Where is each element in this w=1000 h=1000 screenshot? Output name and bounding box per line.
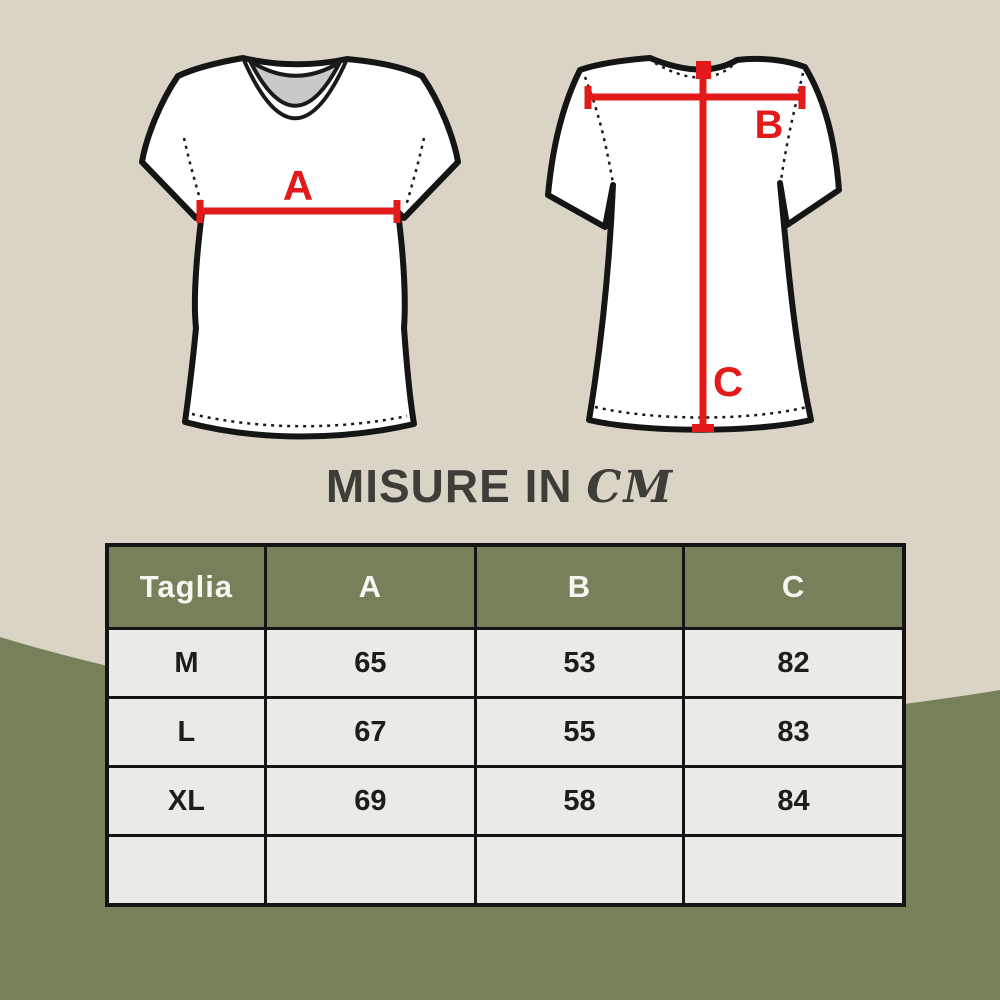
- table-header-taglia: Taglia: [109, 547, 264, 627]
- chest-measure-label: A: [283, 162, 313, 209]
- shoulder-measure-line: [584, 86, 806, 109]
- size-table: Taglia A B C M 65 53 82 L 67 55 83 XL 69…: [105, 543, 906, 907]
- size-l-b: 55: [476, 699, 683, 765]
- tshirt-front-outline: [139, 55, 461, 440]
- chest-measure-line: [196, 200, 401, 223]
- size-m-c: 82: [685, 630, 902, 696]
- size-m-b: 53: [476, 630, 683, 696]
- tshirt-back-diagram: B C: [545, 55, 842, 433]
- front-right-seam: [404, 137, 426, 207]
- size-xl-label: XL: [109, 768, 264, 834]
- size-l-c: 83: [685, 699, 902, 765]
- title-unit: CM: [586, 462, 675, 513]
- table-header-c: C: [685, 547, 902, 627]
- size-xl-b: 58: [476, 768, 683, 834]
- size-m-label: M: [109, 630, 264, 696]
- size-empty-label: [109, 837, 264, 903]
- size-l-a: 67: [266, 699, 474, 765]
- length-measure-line: [692, 61, 714, 432]
- back-left-seam: [583, 76, 615, 184]
- length-measure-label: C: [713, 358, 743, 405]
- tshirt-front-neck-opening: [244, 55, 346, 108]
- tshirt-front-collar-band: [241, 57, 349, 121]
- size-m-a: 65: [266, 630, 474, 696]
- size-empty-c: [685, 837, 902, 903]
- shoulder-measure-label: B: [755, 103, 784, 147]
- size-empty-b: [476, 837, 683, 903]
- size-l-label: L: [109, 699, 264, 765]
- tshirt-back-outline: [545, 55, 842, 433]
- size-xl-c: 84: [685, 768, 902, 834]
- table-header-b: B: [476, 547, 683, 627]
- front-hem-stitch: [191, 412, 408, 428]
- table-header-a: A: [266, 547, 474, 627]
- page-title: MISURE IN CM: [0, 458, 1000, 516]
- tshirt-front-diagram: A: [139, 55, 461, 440]
- size-empty-a: [266, 837, 474, 903]
- size-xl-a: 69: [266, 768, 474, 834]
- back-neck-stitch: [654, 61, 734, 79]
- title-main: MISURE IN: [325, 460, 573, 512]
